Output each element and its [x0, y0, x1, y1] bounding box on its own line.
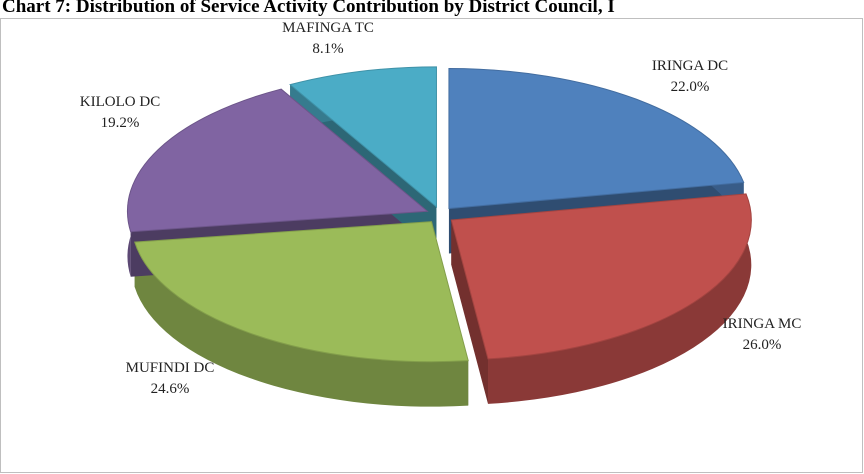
value-label: 19.2% — [101, 115, 140, 131]
slice-label: MUFINDI DC — [126, 360, 215, 376]
slice-side — [451, 219, 489, 404]
slice-label: IRINGA DC — [652, 58, 728, 74]
slice-wall — [488, 193, 752, 404]
slice-tops — [126, 66, 752, 363]
slice — [126, 88, 429, 233]
value-label: 26.0% — [743, 337, 782, 353]
slice — [450, 193, 752, 360]
slice — [448, 68, 745, 210]
slice — [289, 66, 437, 208]
slice-wall — [134, 242, 469, 407]
chart-title: Chart 7: Distribution of Service Activit… — [2, 0, 615, 17]
slice-label: MAFINGA TC — [282, 20, 374, 36]
slice-label: KILOLO DC — [80, 94, 160, 110]
value-label: 22.0% — [671, 79, 710, 95]
slice — [134, 221, 469, 363]
value-label: 8.1% — [312, 41, 343, 57]
slice-label: IRINGA MC — [723, 316, 802, 332]
value-label: 24.6% — [151, 381, 190, 397]
